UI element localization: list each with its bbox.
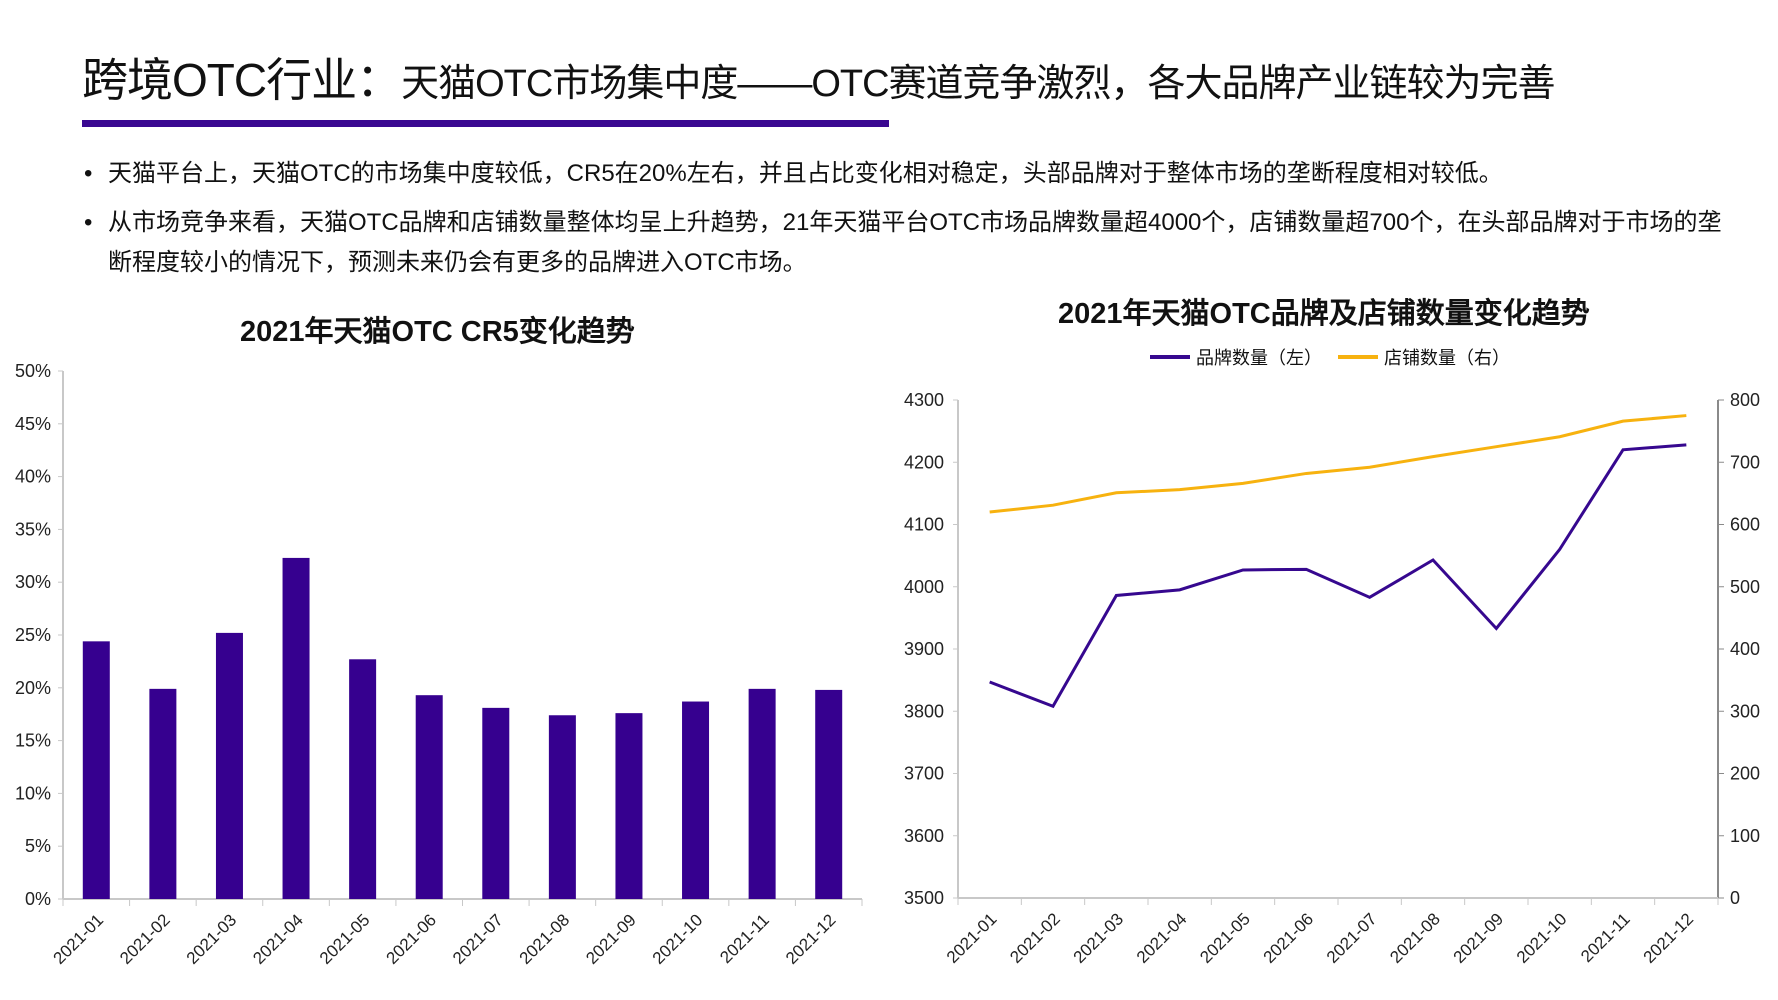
x-tick-label: 2021-01 — [943, 909, 1001, 967]
legend-label: 店铺数量（右） — [1384, 348, 1510, 368]
right-y-tick-label: 600 — [1730, 515, 1760, 535]
x-tick-label: 2021-05 — [1196, 909, 1254, 967]
bullet-list: • 天猫平台上，天猫OTC的市场集中度较低，CR5在20%左右，并且占比变化相对… — [82, 154, 1742, 292]
y-tick-label: 50% — [15, 361, 51, 381]
page-title: 跨境OTC行业：天猫OTC市场集中度——OTC赛道竞争激烈，各大品牌产业链较为完… — [82, 44, 1556, 110]
y-tick-label: 15% — [15, 731, 51, 751]
x-tick-label: 2021-06 — [382, 910, 440, 968]
x-tick-label: 2021-04 — [1133, 909, 1191, 967]
x-tick-label: 2021-02 — [1006, 909, 1064, 967]
x-tick-label: 2021-12 — [782, 910, 840, 968]
right-y-tick-label: 700 — [1730, 452, 1760, 472]
x-tick-label: 2021-08 — [516, 910, 574, 968]
left-y-tick-label: 4100 — [904, 515, 944, 535]
right-y-tick-label: 800 — [1730, 390, 1760, 410]
bullet-item: • 天猫平台上，天猫OTC的市场集中度较低，CR5在20%左右，并且占比变化相对… — [82, 154, 1742, 194]
right-y-tick-label: 300 — [1730, 701, 1760, 721]
y-tick-label: 5% — [25, 836, 51, 856]
legend-line-icon — [1150, 355, 1190, 359]
legend-label: 品牌数量（左） — [1196, 348, 1322, 368]
x-tick-label: 2021-07 — [449, 910, 507, 968]
bar — [415, 695, 443, 899]
x-tick-label: 2021-10 — [1513, 909, 1571, 967]
right-y-tick-label: 0 — [1730, 888, 1740, 908]
title-underline — [82, 120, 889, 127]
y-tick-label: 35% — [15, 519, 51, 539]
x-tick-label: 2021-09 — [1450, 909, 1508, 967]
x-tick-label: 2021-07 — [1323, 909, 1381, 967]
bar — [548, 715, 576, 899]
bar — [815, 689, 843, 899]
bar — [349, 659, 377, 899]
right-y-tick-label: 400 — [1730, 639, 1760, 659]
y-tick-label: 20% — [15, 678, 51, 698]
left-y-tick-label: 3500 — [904, 888, 944, 908]
left-y-tick-label: 3900 — [904, 639, 944, 659]
page-title-sub: 天猫OTC市场集中度——OTC赛道竞争激烈，各大品牌产业链较为完善 — [401, 63, 1555, 105]
bullet-dot-icon: • — [84, 209, 93, 236]
x-tick-label: 2021-08 — [1386, 909, 1444, 967]
left-y-tick-label: 4200 — [904, 452, 944, 472]
brand-count-line — [989, 443, 1687, 709]
bar — [149, 688, 177, 899]
bar — [748, 688, 776, 899]
y-tick-label: 0% — [25, 889, 51, 909]
cr5-bar-chart: 0%5%10%15%20%25%30%35%40%45%50%2021-01 20… — [15, 361, 863, 968]
x-tick-label: 2021-04 — [249, 910, 307, 968]
bar — [215, 632, 243, 899]
right-y-tick-label: 500 — [1730, 577, 1760, 597]
x-tick-label: 2021-12 — [1640, 909, 1698, 967]
legend-item-store: 店铺数量（右） — [1338, 344, 1510, 370]
x-tick-label: 2021-03 — [1070, 909, 1128, 967]
bar — [282, 557, 310, 899]
left-y-tick-label: 3800 — [904, 701, 944, 721]
chart-legend: 品牌数量（左） 店铺数量（右） — [1150, 344, 1518, 370]
store-count-line — [989, 414, 1687, 514]
cr5-chart-title: 2021年天猫OTC CR5变化趋势 — [240, 316, 635, 348]
bar — [82, 641, 110, 899]
x-tick-label: 2021-01 — [50, 910, 108, 968]
bar — [615, 713, 643, 899]
left-y-tick-label: 4000 — [904, 577, 944, 597]
y-tick-label: 30% — [15, 572, 51, 592]
page-title-main: 跨境OTC行业： — [82, 54, 402, 106]
x-tick-label: 2021-05 — [316, 910, 374, 968]
x-tick-label: 2021-02 — [116, 910, 174, 968]
brand-store-chart-title: 2021年天猫OTC品牌及店铺数量变化趋势 — [1058, 298, 1590, 330]
bar — [482, 707, 510, 899]
bullet-dot-icon: • — [84, 160, 93, 187]
right-y-tick-label: 200 — [1730, 764, 1760, 784]
y-tick-label: 10% — [15, 783, 51, 803]
legend-line-icon — [1338, 355, 1378, 359]
x-tick-label: 2021-10 — [649, 910, 707, 968]
left-y-tick-label: 4300 — [904, 390, 944, 410]
y-tick-label: 45% — [15, 414, 51, 434]
x-tick-label: 2021-03 — [183, 910, 241, 968]
left-y-tick-label: 3600 — [904, 826, 944, 846]
x-tick-label: 2021-09 — [582, 910, 640, 968]
bullet-item: • 从市场竞争来看，天猫OTC品牌和店铺数量整体均呈上升趋势，21年天猫平台OT… — [82, 203, 1742, 283]
x-tick-label: 2021-11 — [1577, 909, 1634, 966]
bullet-text: 天猫平台上，天猫OTC的市场集中度较低，CR5在20%左右，并且占比变化相对稳定… — [108, 160, 1503, 187]
legend-item-brand: 品牌数量（左） — [1150, 344, 1322, 370]
left-y-tick-label: 3700 — [904, 764, 944, 784]
y-tick-label: 40% — [15, 467, 51, 487]
bar — [682, 701, 710, 899]
right-y-tick-label: 100 — [1730, 826, 1760, 846]
x-tick-label: 2021-06 — [1260, 909, 1318, 967]
x-tick-label: 2021-11 — [716, 910, 773, 967]
bullet-text: 从市场竞争来看，天猫OTC品牌和店铺数量整体均呈上升趋势，21年天猫平台OTC市… — [108, 209, 1722, 276]
y-tick-label: 25% — [15, 625, 51, 645]
